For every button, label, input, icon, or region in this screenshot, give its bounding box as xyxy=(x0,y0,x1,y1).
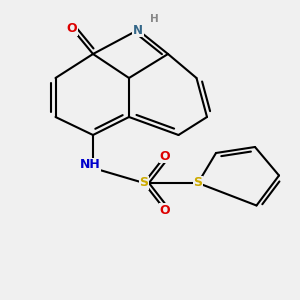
Text: H: H xyxy=(150,14,159,25)
Text: O: O xyxy=(160,149,170,163)
Text: S: S xyxy=(140,176,148,190)
Text: N: N xyxy=(133,23,143,37)
Text: NH: NH xyxy=(80,158,100,172)
Text: O: O xyxy=(160,203,170,217)
Text: O: O xyxy=(67,22,77,35)
Text: S: S xyxy=(194,176,202,190)
